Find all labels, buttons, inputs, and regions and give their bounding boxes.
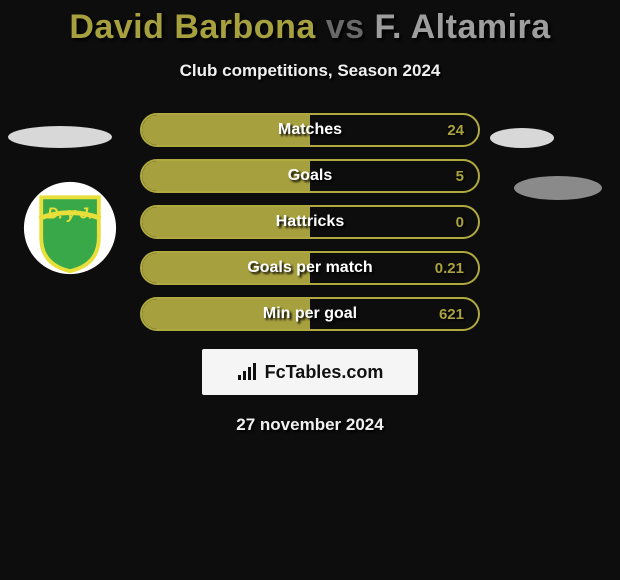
date-text: 27 november 2024: [0, 415, 620, 435]
stat-right-value: 24: [447, 122, 464, 139]
stat-right-value: 0: [456, 214, 464, 231]
attribution-text: FcTables.com: [265, 362, 384, 383]
stat-label: Hattricks: [142, 213, 478, 231]
stats-container: Matches 24 Goals 5 Hattricks 0 Goals per…: [0, 113, 620, 331]
stat-row-matches: Matches 24: [140, 113, 480, 147]
comparison-title: David Barbona vs F. Altamira: [0, 0, 620, 47]
player1-name: David Barbona: [69, 8, 315, 46]
stat-label: Goals per match: [142, 259, 478, 277]
stat-row-hattricks: Hattricks 0: [140, 205, 480, 239]
stat-row-gpm: Goals per match 0.21: [140, 251, 480, 285]
stat-right-value: 0.21: [435, 260, 464, 277]
stat-right-value: 621: [439, 306, 464, 323]
vs-text: vs: [326, 8, 365, 46]
attribution-box: FcTables.com: [202, 349, 418, 395]
stat-label: Matches: [142, 121, 478, 139]
stat-label: Goals: [142, 167, 478, 185]
subtitle: Club competitions, Season 2024: [0, 61, 620, 81]
player2-name: F. Altamira: [375, 8, 551, 46]
stat-row-mpg: Min per goal 621: [140, 297, 480, 331]
stat-right-value: 5: [456, 168, 464, 185]
stat-label: Min per goal: [142, 305, 478, 323]
bars-icon: [237, 363, 259, 381]
stat-row-goals: Goals 5: [140, 159, 480, 193]
